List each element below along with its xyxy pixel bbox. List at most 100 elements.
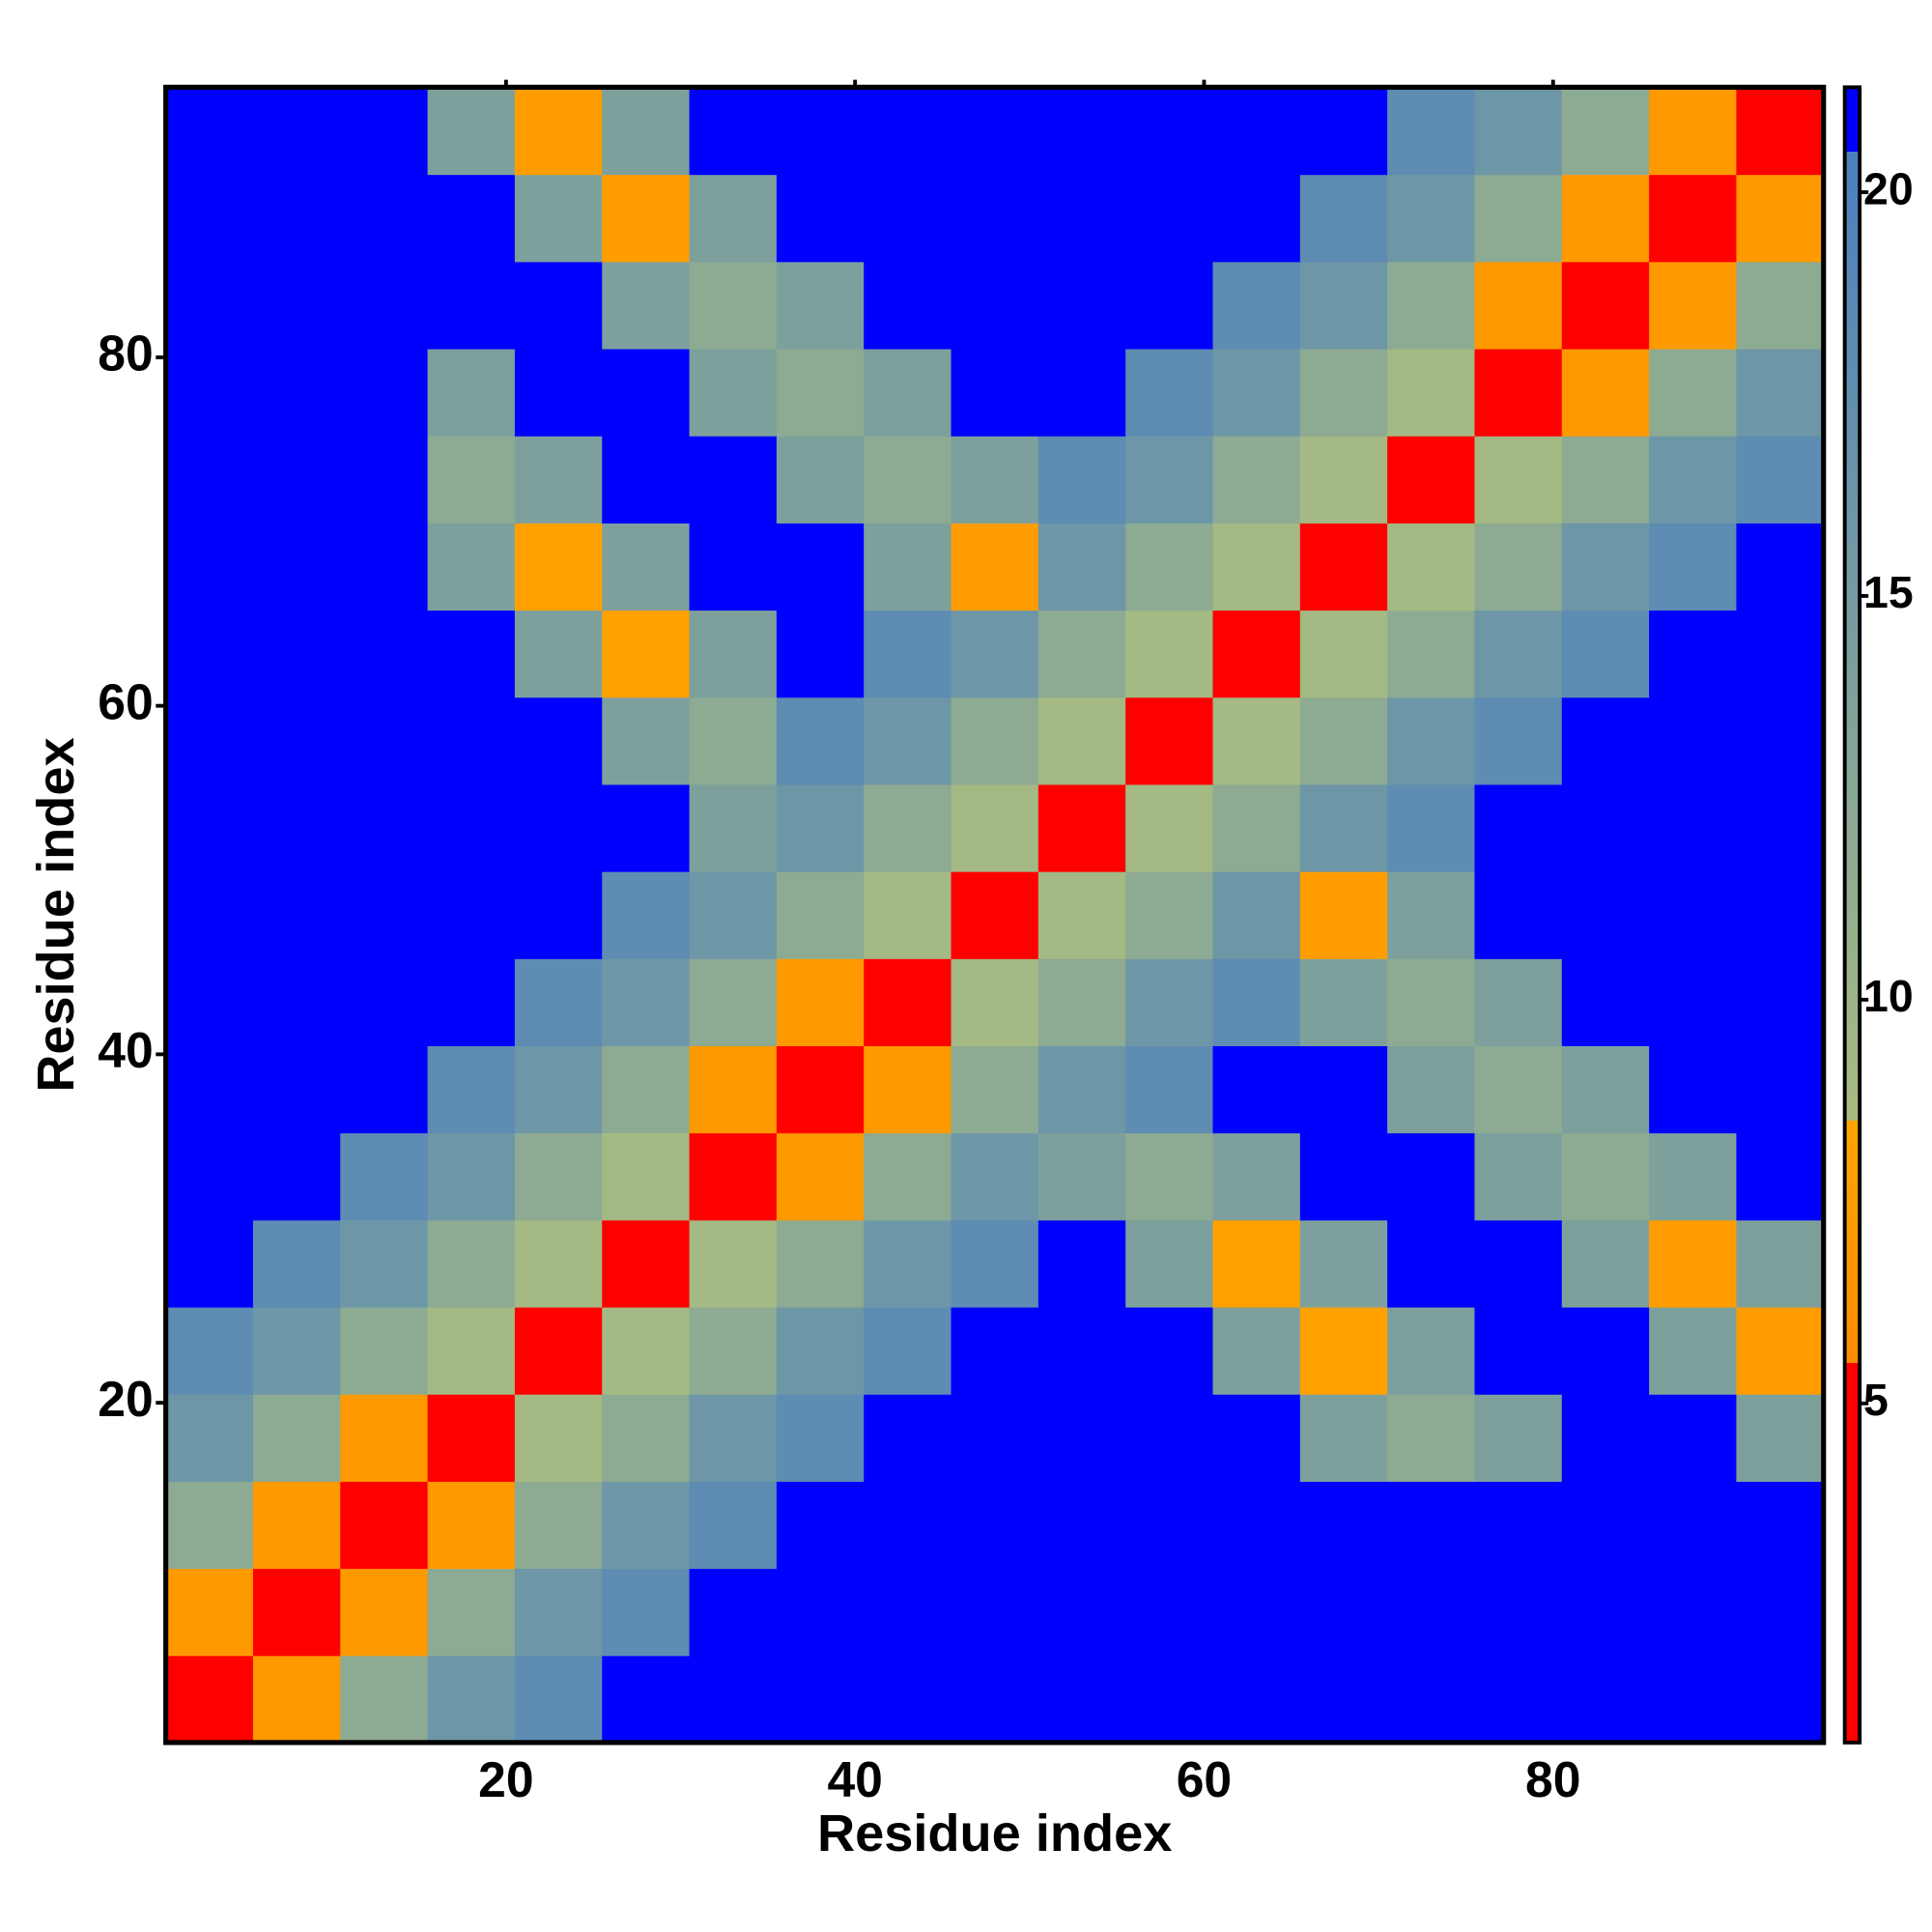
heatmap-cell — [1649, 958, 1738, 1047]
heatmap-cell — [1736, 783, 1825, 872]
heatmap-cell — [340, 1655, 429, 1744]
heatmap-cell — [340, 1045, 429, 1134]
heatmap-cell — [340, 783, 429, 872]
heatmap-cell — [951, 348, 1039, 437]
heatmap-cell — [1037, 610, 1126, 698]
heatmap-cell — [340, 871, 429, 959]
heatmap-cell — [1474, 174, 1563, 263]
heatmap-cell — [1299, 783, 1388, 872]
heatmap-cell — [776, 436, 865, 524]
heatmap-cell — [252, 1219, 341, 1308]
heatmap-cell — [1299, 436, 1388, 524]
heatmap-cell — [1125, 871, 1214, 959]
heatmap-cell — [689, 523, 778, 611]
heatmap-cell — [864, 1394, 952, 1482]
heatmap-cell — [340, 1306, 429, 1395]
heatmap-cell — [1649, 871, 1738, 959]
heatmap-cell — [1125, 1306, 1214, 1395]
heatmap-cell — [1387, 783, 1476, 872]
heatmap-cell — [951, 1655, 1039, 1744]
heatmap-cell — [1125, 87, 1214, 176]
heatmap-cell — [165, 174, 254, 263]
heatmap-cell — [1561, 958, 1650, 1047]
heatmap-cell — [514, 1132, 603, 1221]
heatmap-cell — [165, 261, 254, 350]
heatmap-cell — [602, 1481, 691, 1570]
heatmap-cell — [340, 1132, 429, 1221]
heatmap-cell — [1736, 348, 1825, 437]
heatmap-cell — [340, 348, 429, 437]
heatmap-cell — [427, 783, 516, 872]
heatmap-cell — [1125, 1219, 1214, 1308]
heatmap-cell — [1649, 1394, 1738, 1482]
heatmap-cell — [602, 1306, 691, 1395]
heatmap-cell — [951, 783, 1039, 872]
heatmap-cell — [951, 610, 1039, 698]
heatmap-cell — [864, 1481, 952, 1570]
heatmap-cell — [252, 783, 341, 872]
heatmap-cell — [1037, 1045, 1126, 1134]
plot-frame — [163, 84, 1827, 1746]
heatmap-cell — [776, 1045, 865, 1134]
heatmap-cell — [1649, 261, 1738, 350]
x-tick-label: 40 — [827, 1751, 882, 1807]
heatmap-cell — [1561, 1394, 1650, 1482]
heatmap-cell — [1561, 610, 1650, 698]
heatmap-cell — [951, 1568, 1039, 1657]
heatmap-cell — [1561, 1132, 1650, 1221]
heatmap-cell — [1299, 1394, 1388, 1482]
heatmap-cell — [165, 610, 254, 698]
heatmap-cell — [1736, 87, 1825, 176]
heatmap-cell — [1125, 436, 1214, 524]
y-tick-label: 80 — [98, 326, 153, 382]
heatmap-cell — [864, 87, 952, 176]
heatmap-cell — [514, 871, 603, 959]
heatmap-cell — [1212, 523, 1301, 611]
heatmap-cell — [951, 87, 1039, 176]
heatmap-cell — [427, 958, 516, 1047]
heatmap-cell — [1125, 1568, 1214, 1657]
heatmap-cell — [1387, 958, 1476, 1047]
heatmap-cell — [951, 871, 1039, 959]
heatmap-cell — [1561, 1481, 1650, 1570]
heatmap-cell — [602, 87, 691, 176]
heatmap-cell — [1561, 436, 1650, 524]
heatmap-cell — [340, 1219, 429, 1308]
heatmap-cell — [602, 1045, 691, 1134]
heatmap-cell — [1387, 1045, 1476, 1134]
heatmap-cell — [602, 696, 691, 785]
heatmap-cell — [1387, 871, 1476, 959]
heatmap-cell — [514, 436, 603, 524]
heatmap-cell — [689, 1132, 778, 1221]
heatmap-cell — [252, 1655, 341, 1744]
heatmap-cell — [165, 87, 254, 176]
heatmap-cell — [427, 610, 516, 698]
heatmap-cell — [1037, 348, 1126, 437]
y-tick-label: 60 — [98, 673, 153, 729]
x-tick-label: 60 — [1177, 1751, 1232, 1807]
heatmap-cell — [776, 523, 865, 611]
heatmap-cell — [1125, 261, 1214, 350]
heatmap-cell — [1474, 1045, 1563, 1134]
heatmap-cell — [1299, 1655, 1388, 1744]
heatmap-cell — [776, 610, 865, 698]
heatmap-cell — [1125, 1045, 1214, 1134]
heatmap-cell — [514, 348, 603, 437]
heatmap-cell — [689, 1219, 778, 1308]
heatmap-cell — [1649, 87, 1738, 176]
heatmap-cell — [1474, 1219, 1563, 1308]
heatmap-cell — [776, 1568, 865, 1657]
y-tick-label: 40 — [98, 1022, 153, 1078]
heatmap-cell — [1387, 87, 1476, 176]
heatmap-cell — [864, 1045, 952, 1134]
heatmap-cell — [514, 523, 603, 611]
heatmap-cell — [514, 1306, 603, 1395]
heatmap-cell — [1125, 783, 1214, 872]
colorbar-tick-label: 20 — [1863, 163, 1914, 213]
heatmap-cell — [1037, 436, 1126, 524]
heatmap-cell — [165, 1132, 254, 1221]
heatmap-cell — [1037, 696, 1126, 785]
heatmap-cell — [776, 174, 865, 263]
heatmap-cell — [1474, 696, 1563, 785]
